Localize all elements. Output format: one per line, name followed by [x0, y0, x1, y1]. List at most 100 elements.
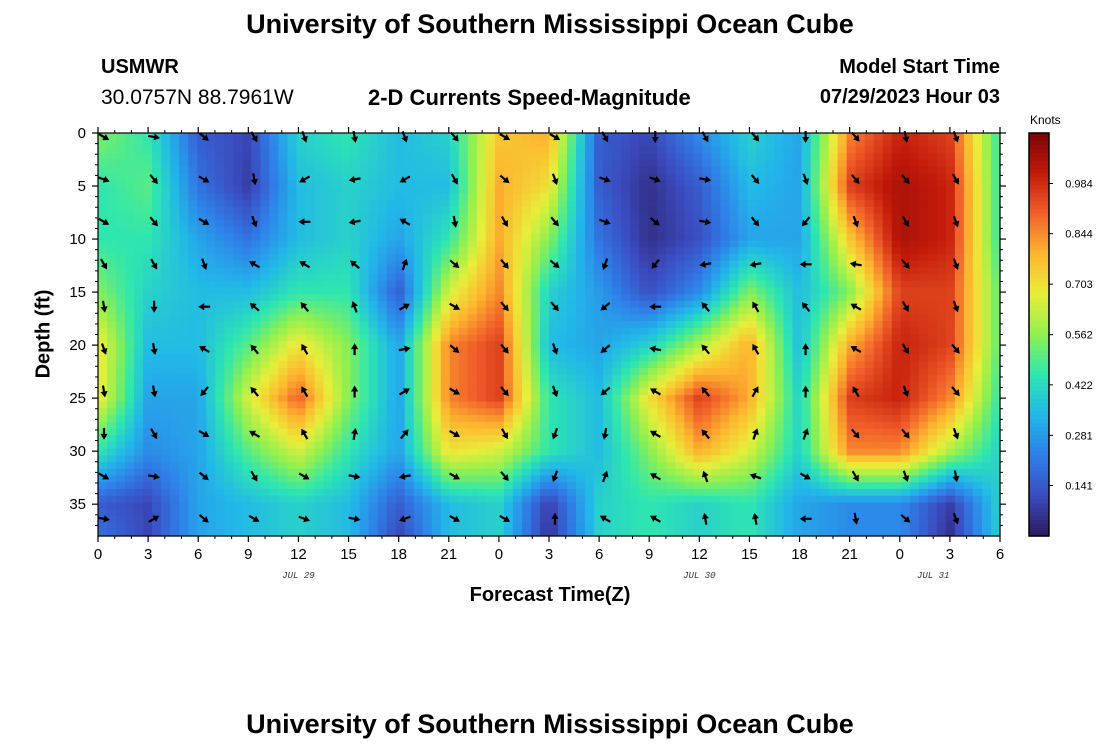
heatmap-cell	[368, 173, 379, 181]
heatmap-cell	[639, 200, 649, 208]
heatmap-cell	[521, 368, 532, 376]
heatmap-cell	[449, 294, 460, 302]
heatmap-cell	[161, 253, 171, 262]
heatmap-cell	[900, 408, 911, 416]
heatmap-cell	[711, 139, 721, 148]
heatmap-cell	[639, 180, 649, 188]
heatmap-cell	[972, 321, 983, 329]
heatmap-cell	[503, 361, 514, 369]
heatmap-cell	[116, 166, 126, 174]
heatmap-cell	[368, 341, 379, 349]
heatmap-cell	[801, 448, 812, 456]
heatmap-cell	[197, 381, 207, 389]
heatmap-cell	[251, 441, 261, 450]
heatmap-cell	[981, 455, 992, 463]
heatmap-cell	[503, 321, 514, 329]
heatmap-cell	[990, 401, 1001, 409]
heatmap-cell	[143, 253, 153, 262]
model-start-value: 07/29/2023 Hour 03	[819, 86, 1000, 108]
heatmap-cell	[909, 448, 920, 456]
heatmap-cell	[233, 327, 243, 336]
heatmap-cell	[440, 186, 451, 195]
heatmap-cell	[747, 408, 758, 416]
heatmap-cell	[296, 253, 307, 262]
heatmap-cell	[107, 206, 117, 215]
heatmap-cell	[458, 213, 469, 221]
heatmap-cell	[368, 166, 379, 174]
heatmap-cell	[720, 220, 730, 228]
heatmap-cell	[431, 260, 442, 268]
heatmap-cell	[341, 220, 352, 228]
heatmap-cell	[449, 415, 460, 423]
heatmap-cell	[855, 287, 866, 295]
heatmap-cell	[287, 388, 298, 396]
heatmap-cell	[215, 280, 225, 289]
heatmap-cell	[576, 415, 586, 423]
heatmap-cell	[783, 267, 794, 275]
heatmap-cell	[900, 287, 911, 295]
heatmap-cell	[215, 415, 225, 423]
heatmap-cell	[467, 240, 478, 248]
heatmap-cell	[134, 408, 144, 416]
heatmap-cell	[846, 341, 857, 349]
heatmap-cell	[612, 166, 622, 174]
heatmap-cell	[242, 287, 252, 295]
heatmap-cell	[963, 294, 974, 302]
heatmap-cell	[765, 153, 776, 161]
heatmap-cell	[981, 428, 992, 436]
heatmap-cell	[855, 428, 866, 436]
heatmap-cell	[891, 153, 902, 161]
heatmap-cell	[260, 240, 270, 248]
heatmap-cell	[287, 321, 298, 329]
heatmap-cell	[621, 240, 631, 248]
heatmap-cell	[720, 421, 730, 430]
heatmap-cell	[612, 287, 622, 295]
heatmap-cell	[576, 173, 586, 181]
heatmap-cell	[882, 253, 893, 262]
heatmap-cell	[359, 435, 370, 443]
heatmap-cell	[323, 260, 334, 268]
heatmap-cell	[846, 287, 857, 295]
heatmap-cell	[98, 327, 108, 336]
heatmap-cell	[269, 388, 279, 396]
heatmap-cell	[954, 307, 965, 315]
heatmap-cell	[377, 294, 388, 302]
heatmap-cell	[792, 233, 803, 242]
heatmap-cell	[900, 153, 911, 161]
heatmap-cell	[512, 267, 523, 275]
heatmap-cell	[332, 401, 343, 409]
heatmap-cell	[819, 314, 830, 322]
heatmap-cell	[990, 334, 1001, 342]
heatmap-cell	[774, 180, 785, 188]
heatmap-cell	[585, 220, 595, 228]
heatmap-cell	[188, 280, 198, 289]
heatmap-cell	[521, 233, 532, 242]
heatmap-cell	[882, 300, 893, 309]
heatmap-cell	[116, 287, 126, 295]
heatmap-cell	[585, 166, 595, 174]
heatmap-cell	[422, 321, 433, 329]
heatmap-cell	[395, 455, 406, 463]
heatmap-cell	[233, 381, 243, 389]
heatmap-cell	[260, 401, 270, 409]
heatmap-cell	[188, 159, 198, 168]
heatmap-cell	[98, 428, 108, 436]
heatmap-cell	[585, 374, 595, 383]
heatmap-cell	[567, 173, 577, 181]
heatmap-cell	[882, 334, 893, 342]
heatmap-cell	[233, 253, 243, 262]
heatmap-cell	[449, 253, 460, 262]
heatmap-cell	[639, 267, 649, 275]
heatmap-cell	[747, 394, 758, 403]
heatmap-cell	[404, 213, 415, 221]
heatmap-cell	[476, 448, 487, 456]
heatmap-cell	[603, 401, 613, 409]
heatmap-cell	[945, 253, 956, 262]
heatmap-cell	[422, 133, 433, 141]
heatmap-cell	[296, 233, 307, 242]
heatmap-cell	[900, 206, 911, 215]
heatmap-cell	[882, 421, 893, 430]
heatmap-cell	[215, 294, 225, 302]
heatmap-cell	[458, 368, 469, 376]
heatmap-cell	[855, 213, 866, 221]
